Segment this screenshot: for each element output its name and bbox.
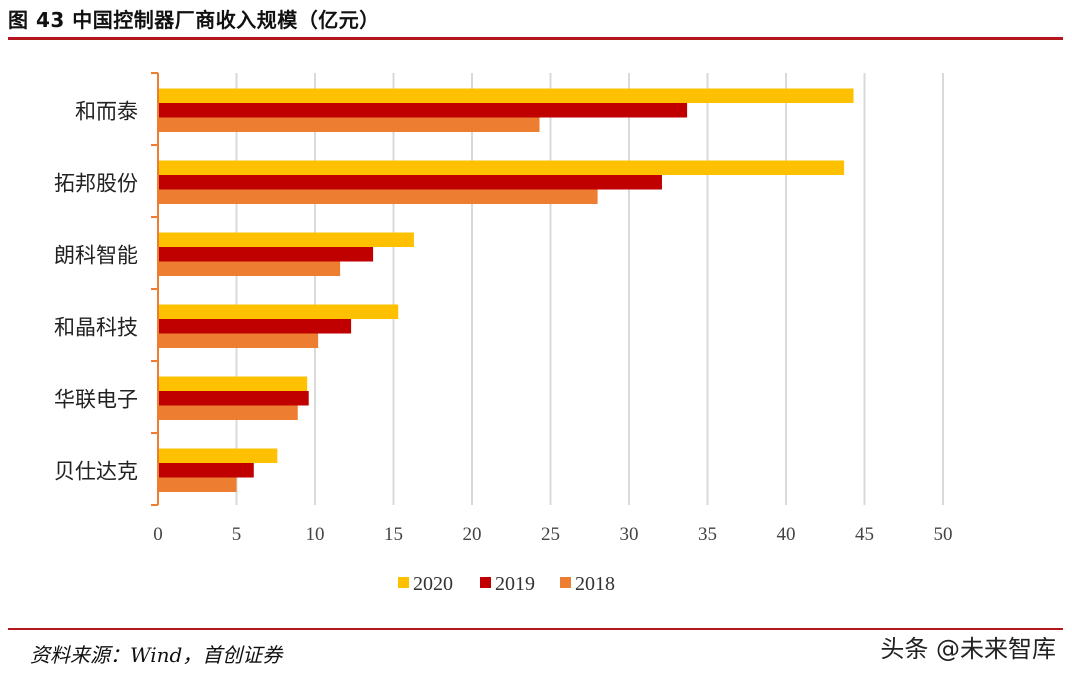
legend: 2020 2019 2018: [398, 573, 615, 595]
x-tick-label: 0: [153, 524, 163, 545]
category-label: 拓邦股份: [54, 171, 138, 195]
legend-label: 2018: [575, 573, 615, 595]
bar-2018: [158, 189, 598, 204]
category-label: 贝仕达克: [54, 459, 138, 483]
watermark: 头条 @未来智库: [880, 635, 1056, 663]
bar-2019: [158, 175, 662, 190]
bar-2020: [158, 160, 845, 175]
bar-chart: 0 5 10 15 20 25 30 35 40 45 50 和而泰拓邦股份朗科智能和晶科技华联电子…: [54, 72, 953, 595]
x-tick-label: 35: [698, 524, 717, 545]
category-label: 朗科智能: [54, 243, 138, 267]
bar-2020: [158, 376, 308, 391]
category-label: 华联电子: [54, 387, 138, 411]
bar-2019: [158, 319, 352, 334]
bar-2019: [158, 247, 374, 262]
bar-2019: [158, 391, 309, 406]
legend-label: 2019: [495, 573, 535, 595]
x-tick-label: 25: [541, 524, 560, 545]
x-tick-label: 20: [463, 524, 482, 545]
legend-swatch: [398, 577, 409, 588]
bar-2020: [158, 448, 278, 463]
legend-swatch: [560, 577, 571, 588]
title-rule: [8, 37, 1063, 40]
x-tick-label: 40: [777, 524, 796, 545]
x-tick-label: 50: [934, 524, 953, 545]
x-tick-label: 45: [855, 524, 874, 545]
bar-2018: [158, 477, 237, 492]
bar-2020: [158, 88, 854, 103]
x-tick-label: 30: [620, 524, 639, 545]
bar-2018: [158, 333, 319, 348]
bars: [158, 88, 854, 492]
bar-2018: [158, 117, 540, 132]
legend-swatch: [480, 577, 491, 588]
legend-label: 2020: [413, 573, 453, 595]
bar-2020: [158, 304, 399, 319]
x-tick-label: 15: [384, 524, 403, 545]
bar-2019: [158, 103, 688, 118]
footer-rule: [8, 628, 1063, 630]
category-label: 和晶科技: [54, 315, 138, 339]
bar-2020: [158, 232, 414, 247]
category-axis: [151, 72, 159, 506]
value-axis-ticks: 0 5 10 15 20 25 30 35 40 45 50: [153, 524, 952, 545]
x-tick-label: 5: [232, 524, 242, 545]
figure-title: 图 43 中国控制器厂商收入规模（亿元）: [8, 8, 380, 32]
category-label: 和而泰: [75, 99, 138, 123]
bar-2018: [158, 405, 298, 420]
source-note: 资料来源：Wind，首创证券: [30, 643, 283, 667]
x-tick-label: 10: [306, 524, 325, 545]
gridlines: [235, 73, 944, 505]
bar-2019: [158, 463, 254, 478]
bar-2018: [158, 261, 341, 276]
